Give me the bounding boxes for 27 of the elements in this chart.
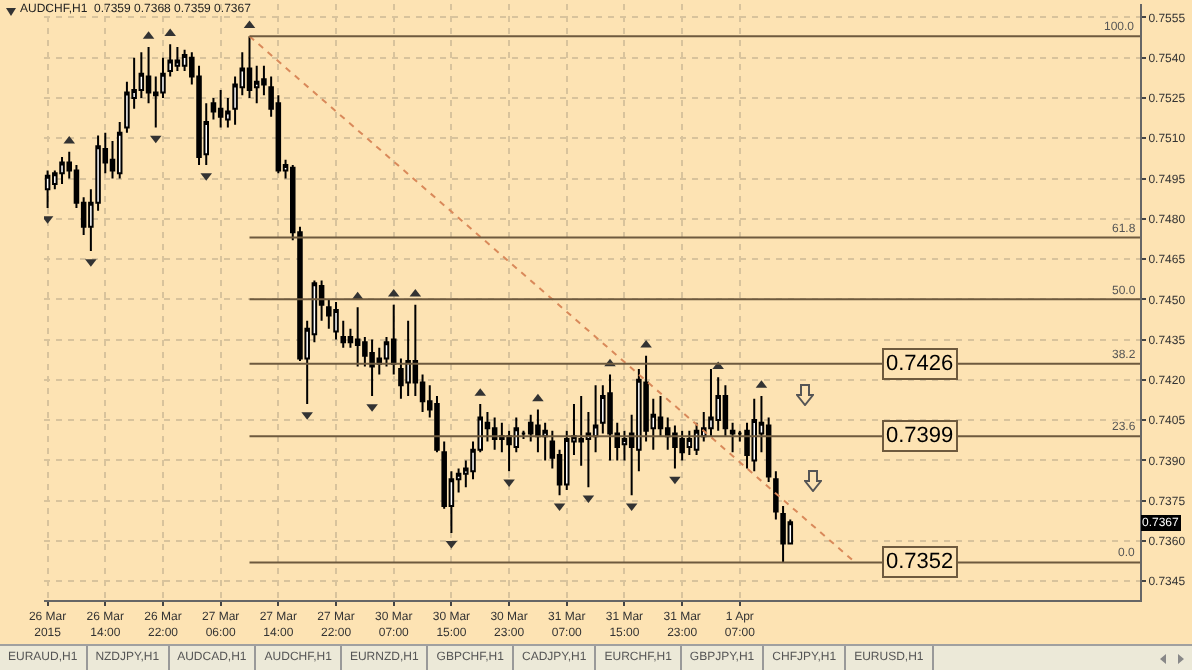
annotation: 0.7426 — [886, 352, 954, 376]
candlestick — [369, 338, 375, 397]
candlestick — [715, 376, 721, 432]
candlestick — [246, 35, 253, 99]
candlestick — [217, 88, 224, 129]
candlestick — [333, 301, 339, 341]
candlestick — [535, 408, 541, 454]
candlestick — [672, 424, 678, 470]
candlestick — [751, 397, 757, 473]
candlestick — [59, 156, 65, 185]
candlestick — [607, 373, 613, 462]
candlestick — [679, 429, 685, 462]
candlestick — [44, 169, 51, 210]
candlestick — [210, 96, 217, 121]
annotation: 0.7352 — [886, 550, 954, 574]
candlestick — [686, 429, 693, 457]
candlestick — [174, 45, 181, 73]
candlestick — [491, 416, 498, 451]
point — [44, 216, 54, 224]
candlestick — [722, 384, 729, 438]
candlestick — [354, 306, 361, 368]
annotation: 0.7399 — [886, 424, 954, 448]
candlestick — [729, 421, 736, 454]
candlestick — [708, 368, 714, 438]
point — [164, 28, 176, 37]
point — [669, 476, 681, 485]
point — [532, 393, 544, 402]
